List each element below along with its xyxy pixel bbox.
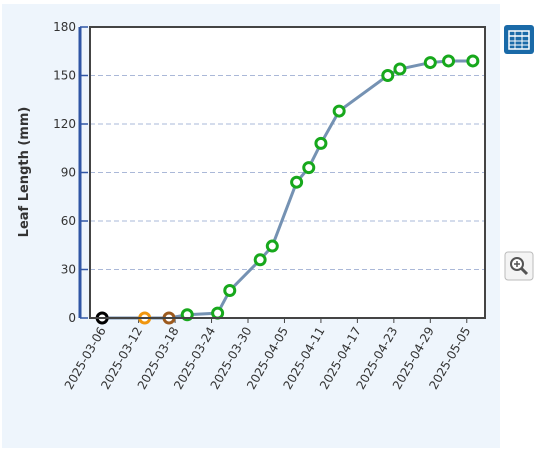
point [314, 136, 328, 150]
y-tick-label: 60 [61, 214, 76, 228]
point [466, 54, 480, 68]
y-tick-label: 30 [61, 263, 76, 277]
point [290, 175, 304, 189]
point [423, 56, 437, 70]
y-tick-label: 150 [53, 69, 76, 83]
zoom-button[interactable] [504, 251, 534, 281]
point [302, 161, 316, 175]
table-button[interactable] [504, 25, 534, 54]
point [442, 54, 456, 68]
point [223, 284, 237, 298]
point [381, 69, 395, 82]
point [253, 253, 267, 267]
y-tick-label: 0 [68, 311, 76, 325]
point [332, 104, 346, 118]
point [393, 62, 407, 76]
y-tick-label: 90 [61, 166, 76, 180]
point [211, 306, 225, 320]
y-axis-label: Leaf Length (mm) [17, 107, 32, 238]
point [265, 239, 279, 253]
plot-border [89, 26, 486, 319]
y-tick-label: 180 [53, 20, 76, 34]
y-tick-label: 120 [53, 117, 76, 131]
